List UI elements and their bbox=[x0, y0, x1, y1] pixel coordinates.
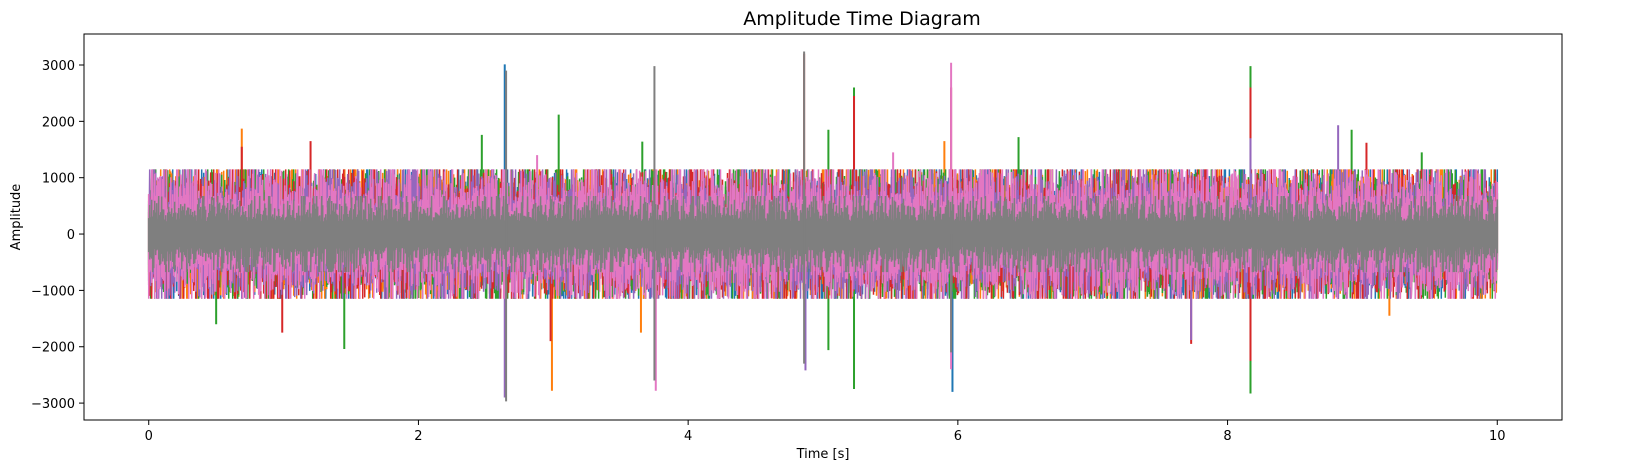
y-tick-label-1: −2000 bbox=[31, 341, 75, 356]
x-tick-label-5: 10 bbox=[1489, 429, 1506, 444]
y-tick-label-4: 1000 bbox=[42, 172, 75, 187]
y-axis-label: Amplitude bbox=[9, 184, 24, 251]
series-6 bbox=[147, 51, 1499, 402]
x-axis-label: Time [s] bbox=[796, 447, 850, 462]
y-tick-label-3: 0 bbox=[67, 228, 75, 243]
x-axis: 0 2 4 6 8 10 bbox=[145, 420, 1506, 444]
axes-frame bbox=[83, 33, 1563, 421]
y-tick-label-0: −3000 bbox=[31, 397, 75, 412]
y-tick-label-6: 3000 bbox=[42, 59, 75, 74]
series-6-trace bbox=[147, 195, 1499, 273]
y-tick-label-2: −1000 bbox=[31, 284, 75, 299]
y-tick-label-5: 2000 bbox=[42, 115, 75, 130]
x-tick-label-4: 8 bbox=[1223, 429, 1231, 444]
x-tick-label-0: 0 bbox=[145, 429, 153, 444]
x-tick-label-3: 6 bbox=[954, 429, 962, 444]
plot-area bbox=[147, 51, 1499, 402]
x-tick-label-1: 2 bbox=[414, 429, 422, 444]
chart-title: Amplitude Time Diagram bbox=[743, 8, 981, 30]
x-tick-label-2: 4 bbox=[684, 429, 692, 444]
y-axis: −3000 −2000 −1000 0 1000 2000 3000 bbox=[31, 59, 84, 412]
